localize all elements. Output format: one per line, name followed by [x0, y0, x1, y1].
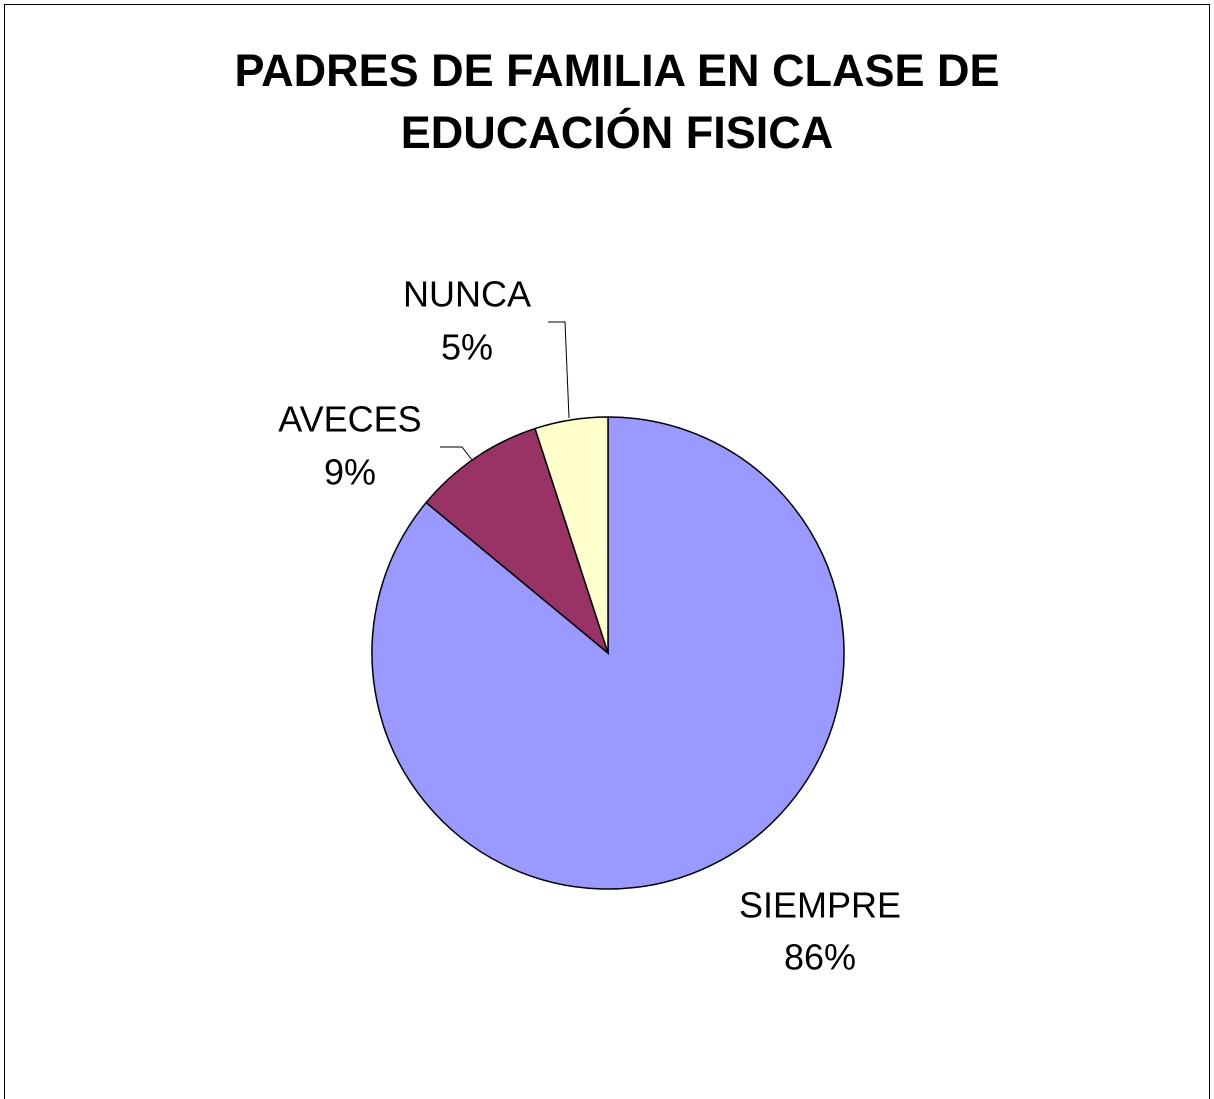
chart-border [4, 4, 1210, 1099]
pie-slice [425, 427, 610, 656]
slice-label: AVECES [278, 399, 421, 440]
pie-slice [534, 416, 609, 654]
slice-label: SIEMPRE [739, 885, 901, 926]
slice-label: NUNCA [403, 274, 531, 315]
chart-title: PADRES DE FAMILIA EN CLASE DE EDUCACIÓN … [234, 45, 1000, 158]
leader-line [440, 446, 473, 461]
slice-value-label: 86% [784, 937, 856, 978]
slice-value-label: 9% [324, 452, 376, 493]
slice-value-label: 5% [441, 327, 493, 368]
leader-line [548, 321, 570, 419]
